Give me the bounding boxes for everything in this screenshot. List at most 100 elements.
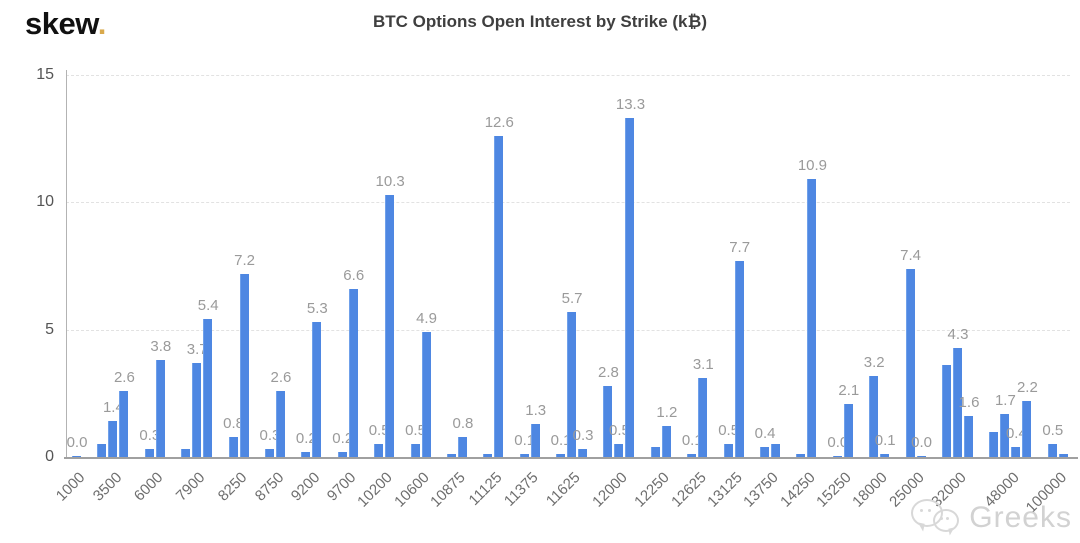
y-tick-10: 10 xyxy=(36,193,54,211)
x-tick-label: 13750 xyxy=(740,469,783,511)
bar-group-14250: 10.9 14250 xyxy=(777,75,827,510)
bar-value-label: 4.9 xyxy=(416,310,437,328)
bar-value-label: 5.7 xyxy=(561,289,583,307)
bar: 4.9 xyxy=(416,310,437,457)
bar-group-1000: 0.0 1000 xyxy=(53,75,89,505)
bar: 2.2 xyxy=(1017,379,1038,457)
bar-value-label: 3.2 xyxy=(863,353,885,371)
bar-group-9700: 0.2 6.6 9700 xyxy=(324,75,364,505)
bar xyxy=(483,454,493,457)
y-axis-line xyxy=(66,70,67,457)
bar-value-label: 0.2 xyxy=(332,429,354,447)
bar-value-label: 0.8 xyxy=(223,414,244,432)
bar xyxy=(989,431,999,457)
bar-value-label: 3.1 xyxy=(692,356,714,374)
bar-value-label: 2.1 xyxy=(838,381,860,399)
bar: 0.3 xyxy=(260,427,280,457)
bar-value-label: 5.3 xyxy=(306,300,328,318)
bar: 5.3 xyxy=(307,300,328,457)
bar-value-label: 0.1 xyxy=(681,432,703,449)
x-tick-label: 11375 xyxy=(500,469,542,510)
bar-groups: 0.0 1000 1.4 2.6 3500 0.3 3.8 6000 3.7 5.4 7900 0.8… xyxy=(53,75,1070,516)
bar: 0.1 xyxy=(682,432,703,457)
bar-group-3500: 1.4 2.6 3500 xyxy=(89,75,135,505)
bar-value-label: 0.1 xyxy=(550,432,572,449)
watermark-text: Greeks xyxy=(969,501,1072,534)
x-tick-label: 10200 xyxy=(354,469,397,511)
bar xyxy=(771,444,781,457)
x-tick-label: 11625 xyxy=(542,469,584,510)
bar: 3.1 xyxy=(693,356,714,457)
x-tick-label: 12250 xyxy=(631,469,673,511)
bar-value-label: 0.5 xyxy=(405,422,426,440)
bar: 7.2 xyxy=(234,252,255,457)
x-axis-line xyxy=(64,457,1078,459)
bar: 0.5 xyxy=(369,422,390,457)
bar-value-label: 0.8 xyxy=(452,414,474,432)
bar-value-label: 0.3 xyxy=(139,427,161,445)
bar: 0.5 xyxy=(718,422,739,457)
bar-value-label: 0.4 xyxy=(1005,424,1027,442)
bar: 0.5 xyxy=(1042,422,1063,457)
bar-value-label: 12.6 xyxy=(484,114,514,132)
bar-group-10875: 0.8 10875 xyxy=(427,75,473,511)
bar-group-6000: 0.3 3.8 6000 xyxy=(131,75,171,504)
x-tick-label: 9200 xyxy=(287,469,324,505)
bar: 0.1 xyxy=(514,432,535,457)
bar xyxy=(446,454,456,457)
x-tick-label: 15250 xyxy=(813,469,855,511)
x-tick-label: 18000 xyxy=(849,469,892,511)
bar: 0.0 xyxy=(827,434,848,457)
y-tick-15: 15 xyxy=(36,66,54,83)
y-tick-0: 0 xyxy=(45,448,54,465)
gridline-15 xyxy=(66,75,1070,76)
bar-value-label: 1.3 xyxy=(525,401,547,419)
bar: 3.7 xyxy=(187,341,208,457)
bar: 1.4 xyxy=(103,399,124,457)
bar: 0.1 xyxy=(875,432,896,457)
bar-value-label: 1.7 xyxy=(994,391,1016,409)
bar-value-label: 6.6 xyxy=(343,266,365,284)
bar: 6.6 xyxy=(343,267,364,457)
bar-value-label: 0.1 xyxy=(514,432,536,449)
bar-value-label: 3.7 xyxy=(186,340,208,358)
bar: 0.3 xyxy=(573,427,594,457)
bar: 2.6 xyxy=(114,369,135,457)
bar: 0.8 xyxy=(223,415,244,457)
bar xyxy=(650,446,660,457)
bar: 7.4 xyxy=(900,247,921,457)
bar-value-label: 7.7 xyxy=(729,238,751,256)
bar-value-label: 5.4 xyxy=(197,297,219,315)
bar-group-7900: 3.7 5.4 7900 xyxy=(173,75,219,504)
bar-value-label: 10.9 xyxy=(797,157,828,175)
x-tick-label: 10875 xyxy=(427,469,469,511)
bar-value-label: 1.4 xyxy=(102,399,124,417)
chart-title: BTC Options Open Interest by Strike (k₿) xyxy=(372,12,708,31)
bar: 0.2 xyxy=(296,430,317,457)
bar-value-label: 2.6 xyxy=(113,368,135,386)
bar-value-label: 0.3 xyxy=(259,427,281,445)
bar-value-label: 13.3 xyxy=(615,96,646,114)
bar-group-8250: 0.8 7.2 8250 xyxy=(215,75,255,505)
skew-logo: skew. xyxy=(25,6,106,42)
x-tick-label: 13125 xyxy=(704,469,746,511)
x-tick-label: 12000 xyxy=(589,469,631,511)
bar-group-18000: 3.2 0.1 18000 xyxy=(850,75,896,511)
chart-plot-area: 15 10 5 0 0.0 1000 1.4 2.6 3500 0.3 3.8 6000 3.7… xyxy=(36,66,1078,516)
bar: 7.7 xyxy=(729,239,750,457)
bar: 0.1 xyxy=(551,432,572,457)
skew-logo-text: skew xyxy=(25,6,98,41)
bar: 0.4 xyxy=(1006,425,1027,457)
bar-group-15250: 0.0 2.1 15250 xyxy=(813,75,859,511)
bar-value-label: 2.2 xyxy=(1016,378,1038,396)
bar-value-label: 1.6 xyxy=(958,394,980,412)
bar: 10.3 xyxy=(376,173,405,457)
bar-group-10600: 0.5 4.9 10600 xyxy=(391,75,437,510)
bar: 1.3 xyxy=(525,402,546,457)
bar: 5.7 xyxy=(562,290,583,457)
bar: 10.9 xyxy=(798,157,827,457)
bar: 0.8 xyxy=(452,415,473,457)
bar-group-100000: 0.5 100000 xyxy=(1022,75,1069,516)
bar-value-label: 0.5 xyxy=(718,422,740,440)
bar-value-label: 0.0 xyxy=(827,433,849,451)
